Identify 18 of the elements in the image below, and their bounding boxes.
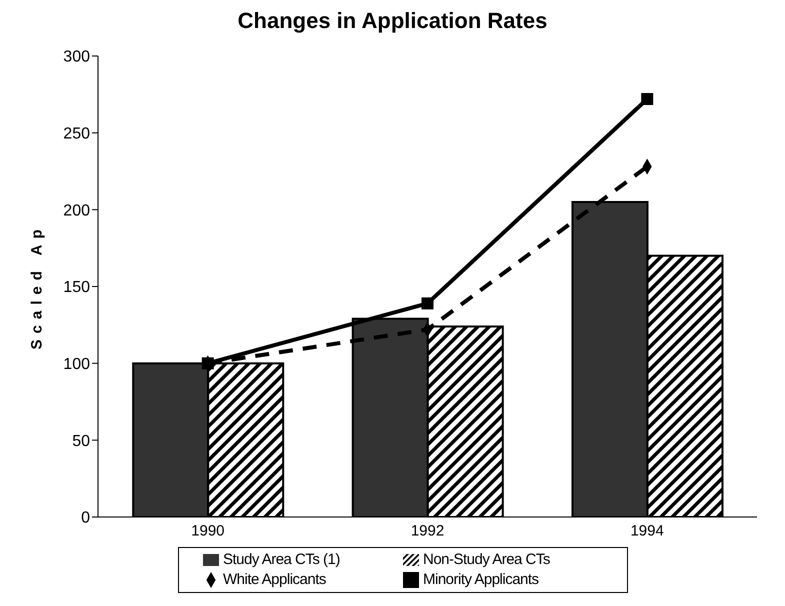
y-tick-label: 0 [81, 510, 90, 527]
legend-label: Minority Applicants [423, 570, 540, 590]
point [422, 297, 434, 310]
y-tick-label: 150 [63, 279, 90, 296]
legend-label: Study Area CTs (1) [223, 550, 341, 570]
legend-label: Non-Study Area CTs [423, 550, 551, 570]
y-axis-title: Scaled Ap [28, 224, 46, 350]
x-tick-label: 1990 [191, 522, 225, 540]
y-tick-label: 50 [72, 432, 90, 450]
y-tick-label: 300 [63, 48, 90, 66]
x-tick-label: 1992 [410, 522, 444, 540]
x-tick-label: 1994 [630, 522, 664, 540]
y-tick-label: 200 [63, 202, 90, 220]
y-tick-label: 250 [63, 126, 90, 143]
y-tick-label: 100 [63, 356, 90, 374]
legend-label: White Applicants [223, 570, 327, 590]
chart-title: Changes in Application Rates [236, 8, 548, 35]
point [641, 93, 654, 106]
